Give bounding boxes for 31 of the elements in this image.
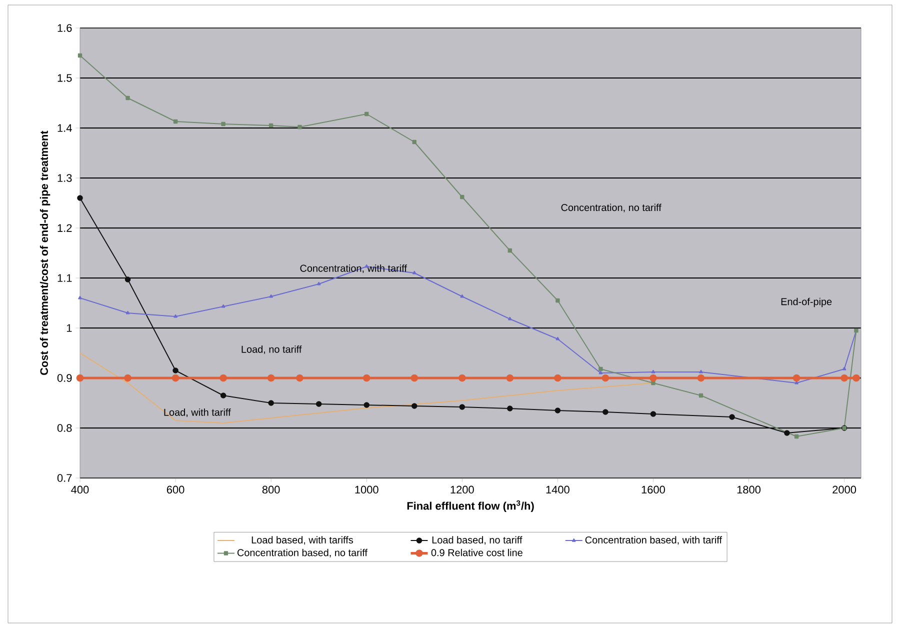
y-tick-label: 0.8 xyxy=(57,424,72,432)
legend-label: Concentration based, with tariff xyxy=(585,536,722,545)
annotation: Load, no tariff xyxy=(242,346,302,354)
y-tick-label: 1.6 xyxy=(58,24,72,32)
y-tick-label: 1.3 xyxy=(58,174,72,182)
legend-label: Load based, with tariffs xyxy=(252,536,353,545)
x-tick-label: 1200 xyxy=(450,486,474,494)
y-tick-label: 1.4 xyxy=(58,124,72,132)
x-tick-label: 1600 xyxy=(642,486,665,494)
x-tick-label: 2000 xyxy=(832,486,856,494)
y-tick-label: 1.1 xyxy=(58,274,72,282)
x-tick-label: 800 xyxy=(262,486,280,494)
legend-label: Concentration based, no tariff xyxy=(237,548,368,558)
x-tick-label: 1800 xyxy=(737,486,760,494)
annotation: Concentration, with tariff xyxy=(300,264,407,274)
annotation: Concentration, no tariff xyxy=(561,204,662,212)
annotation: End-of-pipe xyxy=(781,298,832,308)
y-tick-label: 0.7 xyxy=(57,474,72,482)
x-axis-title: Final effluent flow (m$^{3}$/h) xyxy=(407,500,534,512)
y-tick-label: 1.5 xyxy=(58,74,72,82)
x-tick-label: 600 xyxy=(166,486,184,494)
legend-label: Load based, no tariff xyxy=(432,536,522,545)
y-tick-label: 1.2 xyxy=(58,224,72,232)
x-tick-label: 1400 xyxy=(546,486,570,494)
y-axis-title: Cost of treatment/cost of end-of pipe treatment xyxy=(40,130,50,375)
legend-label: 0.9 Relative cost line xyxy=(431,548,522,556)
y-tick-label: 0.9 xyxy=(57,374,72,382)
x-tick-label: 400 xyxy=(71,486,89,494)
y-tick-label: 1 xyxy=(66,324,72,332)
annotation: Load, with tariff xyxy=(164,408,231,417)
x-tick-label: 1000 xyxy=(355,486,378,494)
